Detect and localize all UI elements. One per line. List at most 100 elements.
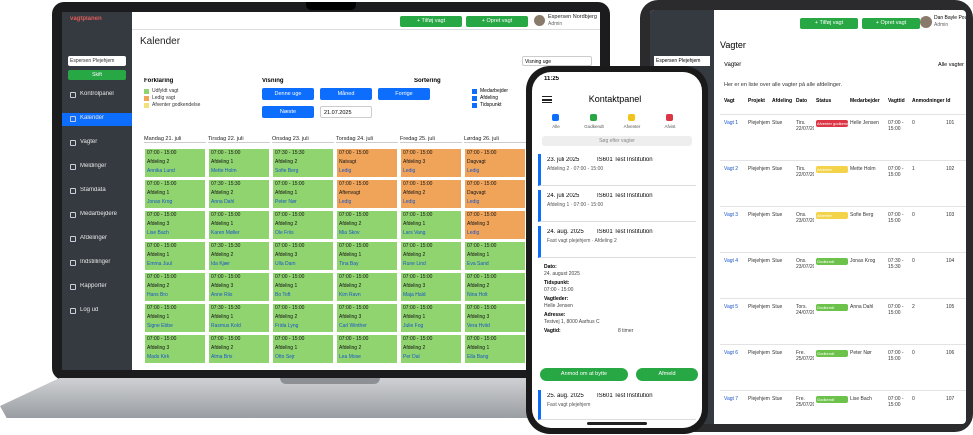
org-select[interactable]: Espersen Plejehjem	[654, 56, 710, 66]
nav-item[interactable]: Indstillinger	[80, 259, 111, 265]
shift-cell[interactable]: 07:00 - 15:00 Afdeling 2 Rune Lind	[400, 241, 462, 271]
view-button[interactable]: Måned	[320, 88, 372, 100]
shift-cell[interactable]: 07:00 - 15:00 Afdeling 3 Ledig	[464, 210, 526, 240]
nav-item[interactable]: Kontrolpanel	[80, 91, 114, 97]
shift-cell[interactable]: 07:00 - 15:00 Afdeling 3 Anne Riis	[208, 272, 270, 302]
tab-icon[interactable]	[628, 114, 635, 121]
header-button[interactable]: + Tilføj vagt	[800, 18, 858, 29]
view-button[interactable]: Næste	[262, 106, 314, 118]
sort-option[interactable]: Medarbejder	[480, 88, 509, 94]
action-button[interactable]: Afmeld	[636, 368, 698, 381]
search-box[interactable]: Søg efter vagter	[542, 136, 692, 146]
shift-cell[interactable]: 07:00 - 15:00 Afdeling 2 Annika Lund	[144, 148, 206, 178]
view-select[interactable]: Visning uge	[522, 56, 592, 66]
shift-cell[interactable]: 07:00 - 15:00 Afdeling 2 Ledig	[400, 179, 462, 209]
column-header: Vagttid	[888, 98, 905, 104]
all-shifts-link[interactable]: Alle vagter	[938, 62, 964, 68]
shift-cell[interactable]: 07:00 - 15:00 Afdeling 2 Hans Bro	[144, 272, 206, 302]
tab-label[interactable]: Alle	[552, 124, 560, 129]
shift-cell[interactable]: 07:00 - 15:00 Afdeling 2 Nina Holt	[464, 272, 526, 302]
shift-cell[interactable]: 07:00 - 15:00 Afdeling 1 Karen Møller	[208, 210, 270, 240]
shift-cell[interactable]: 07:00 - 15:00 Afdeling 2 Alma Brix	[208, 334, 270, 364]
shift-cell[interactable]: 07:00 - 15:00 Afdeling 2 Lea Mose	[336, 334, 398, 364]
shift-card[interactable]: 24. aug. 2025 IS601 Test Institution Fast …	[538, 226, 696, 258]
header-button[interactable]: + Tilføj vagt	[400, 16, 462, 27]
shift-cell[interactable]: 07:00 - 15:00 Afdeling 1 Peter Nør	[272, 179, 334, 209]
sort-option[interactable]: Afdeling	[480, 95, 499, 101]
cell[interactable]: Vagt 7	[724, 396, 739, 402]
shift-cell[interactable]: 07:00 - 15:00 Natvagt Ledig	[336, 148, 398, 178]
menu-icon[interactable]	[542, 96, 552, 103]
shift-cell[interactable]: 07:00 - 15:00 Afdeling 1 Lars Vang	[400, 210, 462, 240]
cell[interactable]: Vagt 4	[724, 258, 739, 264]
header-button[interactable]: + Opret vagt	[862, 18, 920, 29]
cell[interactable]: Vagt 1	[724, 120, 739, 126]
shift-cell[interactable]: 07:00 - 15:00 Afdeling 2 Frida Lyng	[272, 303, 334, 333]
date-input[interactable]: 21.07.2025	[320, 106, 372, 118]
nav-item[interactable]: Log ud	[80, 307, 99, 313]
day-header: Tirsdag 22. juli	[208, 136, 270, 143]
tab-label[interactable]: Godkendt	[584, 124, 604, 129]
sort-option[interactable]: Tidspunkt	[480, 102, 502, 108]
shift-cell[interactable]: 07:00 - 15:00 Afdeling 3 Mads Kirk	[144, 334, 206, 364]
nav-item[interactable]: Kalender	[80, 115, 105, 121]
action-button[interactable]: Anmod om at bytte	[540, 368, 628, 381]
shift-card[interactable]: 25. aug. 2025 IS601 Test Institution Fast …	[538, 390, 696, 420]
detail-label: Adresse:	[544, 312, 566, 318]
shift-cell[interactable]: 07:00 - 15:00 Dagvagt Ledig	[464, 148, 526, 178]
shift-cell[interactable]: 07:00 - 15:00 Afdeling 2 Mia Skov	[336, 210, 398, 240]
shift-cell[interactable]: 07:00 - 15:00 Afdeling 3 Ledig	[400, 148, 462, 178]
shift-dept: Afdeling 3	[467, 314, 490, 320]
detail-label: Tidspunkt:	[544, 280, 570, 286]
header-button[interactable]: + Opret vagt	[466, 16, 528, 27]
cell: 1	[912, 166, 915, 172]
nav-item[interactable]: Afdelinger	[80, 235, 108, 241]
shift-cell[interactable]: 07:00 - 15:00 Afdeling 3 Ulla Dam	[272, 241, 334, 271]
tab-icon[interactable]	[666, 114, 673, 121]
view-button[interactable]: Denne uge	[262, 88, 314, 100]
tab-label[interactable]: Afventer	[623, 124, 641, 129]
shift-cell[interactable]: 07:00 - 15:00 Afdeling 1 Otto Sejr	[272, 334, 334, 364]
shift-cell[interactable]: 07:00 - 15:00 Afdeling 1 Bo Toft	[272, 272, 334, 302]
tab-icon[interactable]	[590, 114, 597, 121]
shift-cell[interactable]: 07:00 - 15:00 Afdeling 3 Maja Hald	[400, 272, 462, 302]
shift-card[interactable]: 24. juli 2025 IS601 Test Institution Afdel…	[538, 190, 696, 222]
shift-cell[interactable]: 07:00 - 15:00 Afdeling 2 Kim Ravn	[336, 272, 398, 302]
shift-cell[interactable]: 07:00 - 15:00 Afdeling 2 Per Dal	[400, 334, 462, 364]
org-select[interactable]: Espersen Plejehjem	[68, 56, 126, 66]
shift-cell[interactable]: 07:00 - 15:00 Afdeling 3 Vera Hviid	[464, 303, 526, 333]
shift-card[interactable]: 23. juli 2025 IS601 Test Institution Afdel…	[538, 154, 696, 186]
nav-item[interactable]: Medarbejdere	[80, 211, 118, 217]
shift-cell[interactable]: 07:00 - 15:00 Afdeling 3 Carl Winther	[336, 303, 398, 333]
nav-item[interactable]: Vagter	[80, 139, 98, 145]
tab-icon[interactable]	[552, 114, 559, 121]
shift-cell[interactable]: 07:30 - 15:30 Afdeling 1 Rasmus Kold	[208, 303, 270, 333]
shift-cell[interactable]: 07:00 - 15:00 Afdeling 1 Jonas Krog	[144, 179, 206, 209]
cell[interactable]: Vagt 6	[724, 350, 739, 356]
shift-cell[interactable]: 07:00 - 15:00 Afdeling 1 Julie Fog	[400, 303, 462, 333]
shift-cell[interactable]: 07:00 - 15:00 Aftenvagt Ledig	[336, 179, 398, 209]
shift-cell[interactable]: 07:00 - 15:00 Afdeling 1 Ella Bang	[464, 334, 526, 364]
shift-cell[interactable]: 07:00 - 15:00 Afdeling 1 Tina Bay	[336, 241, 398, 271]
cell[interactable]: Vagt 3	[724, 212, 739, 218]
shift-cell[interactable]: 07:00 - 15:00 Afdeling 2 Ole Friis	[272, 210, 334, 240]
switch-button[interactable]: Skift	[68, 70, 126, 80]
nav-item[interactable]: Meldinger	[80, 163, 107, 169]
shift-cell[interactable]: 07:00 - 15:00 Afdeling 1 Mette Holm	[208, 148, 270, 178]
detail-label: Dato:	[544, 264, 557, 270]
cell[interactable]: Vagt 5	[724, 304, 739, 310]
shift-cell[interactable]: 07:00 - 15:00 Dagvagt Ledig	[464, 179, 526, 209]
shift-cell[interactable]: 07:00 - 15:00 Afdeling 1 Emma Juul	[144, 241, 206, 271]
shift-dept: Afdeling 1	[147, 190, 170, 196]
shift-cell[interactable]: 07:00 - 15:00 Afdeling 1 Signe Ebbe	[144, 303, 206, 333]
tab-label[interactable]: Afvist	[664, 124, 676, 129]
cell[interactable]: Vagt 2	[724, 166, 739, 172]
nav-item[interactable]: Rapporter	[80, 283, 107, 289]
view-button[interactable]: Forrige	[378, 88, 430, 100]
shift-cell[interactable]: 07:30 - 15:30 Afdeling 2 Sofie Berg	[272, 148, 334, 178]
shift-cell[interactable]: 07:00 - 15:00 Afdeling 3 Lise Bach	[144, 210, 206, 240]
shift-cell[interactable]: 07:00 - 15:00 Afdeling 1 Eva Sand	[464, 241, 526, 271]
shift-cell[interactable]: 07:30 - 15:30 Afdeling 2 Ida Kjær	[208, 241, 270, 271]
shift-cell[interactable]: 07:30 - 15:30 Afdeling 2 Anna Dahl	[208, 179, 270, 209]
nav-item[interactable]: Stamdata	[80, 187, 106, 193]
